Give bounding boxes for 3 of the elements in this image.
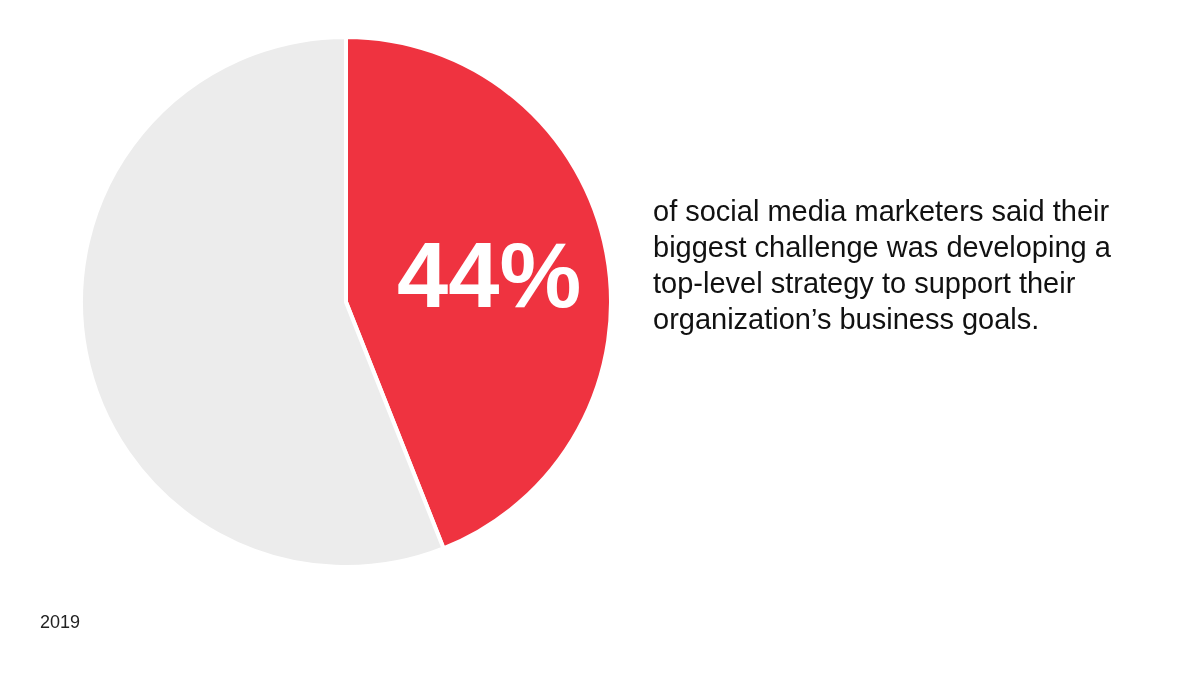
text: of social media marketers said their biggest challenge was developing a top-level strategy to support their organization’s business goals. [653, 194, 1112, 337]
text: 2019 [40, 612, 81, 633]
data-label: 44% [397, 223, 582, 326]
